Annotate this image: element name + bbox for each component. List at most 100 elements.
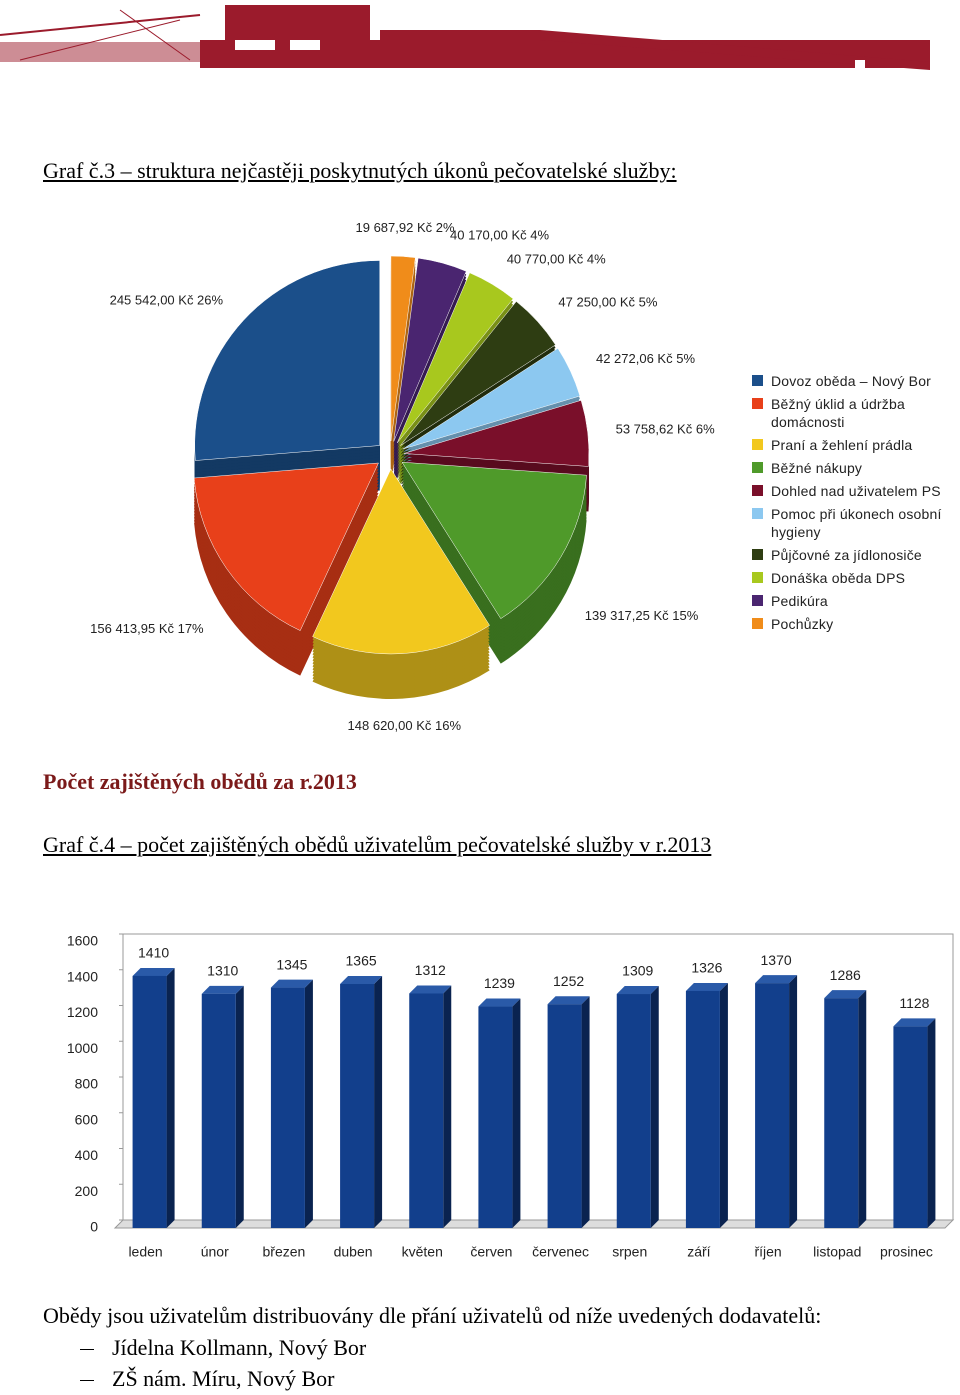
legend-swatch bbox=[752, 508, 763, 519]
legend-item: Donáška oběda DPS bbox=[752, 569, 957, 587]
legend-swatch bbox=[752, 595, 763, 606]
slice bbox=[194, 260, 380, 461]
value-label: 245 542,00 Kč 26% bbox=[110, 293, 224, 308]
value-label: 148 620,00 Kč 16% bbox=[348, 718, 462, 733]
bar bbox=[270, 987, 305, 1228]
paragraph: Obědy jsou uživatelům distribuovány dle … bbox=[43, 1303, 822, 1328]
value-label: 40 770,00 Kč 4% bbox=[507, 252, 606, 267]
legend-item: Dohled nad uživatelem PS bbox=[752, 482, 957, 500]
x-tick-label: září bbox=[687, 1244, 710, 1260]
slice bbox=[403, 400, 590, 467]
header-banner bbox=[0, 5, 930, 70]
value-label: 1128 bbox=[899, 995, 929, 1011]
x-tick-label: říjen bbox=[754, 1244, 781, 1260]
value-label: 1410 bbox=[138, 945, 169, 961]
bar bbox=[478, 1006, 513, 1228]
bar-top bbox=[270, 979, 313, 988]
bar bbox=[685, 990, 720, 1228]
bar bbox=[409, 993, 444, 1228]
value-label: 156 413,95 Kč 17% bbox=[90, 621, 204, 636]
y-tick-label: 600 bbox=[75, 1111, 99, 1127]
legend-swatch bbox=[752, 375, 763, 386]
graph4-caption: Graf č.4 – počet zajištěných obědů uživa… bbox=[43, 832, 712, 857]
bar-top bbox=[824, 990, 867, 999]
list-dash bbox=[80, 1380, 94, 1381]
section-heading: Počet zajištěných obědů za r.2013 bbox=[43, 769, 357, 794]
floor bbox=[113, 1219, 955, 1229]
bar-top bbox=[409, 985, 452, 994]
bar bbox=[201, 993, 236, 1228]
bar bbox=[340, 984, 375, 1228]
value-label: 40 170,00 Kč 4% bbox=[450, 228, 549, 243]
bar-top bbox=[893, 1018, 936, 1027]
legend-label: Praní a žehlení prádla bbox=[771, 437, 913, 453]
legend-item: Pochůzky bbox=[752, 615, 957, 633]
value-label: 1312 bbox=[415, 962, 446, 978]
slice bbox=[402, 348, 581, 450]
value-label: 47 250,00 Kč 5% bbox=[558, 294, 657, 309]
legend-label: Pochůzky bbox=[771, 616, 834, 632]
y-tick-label: 400 bbox=[75, 1147, 99, 1163]
legend-swatch bbox=[752, 549, 763, 560]
slice bbox=[400, 301, 556, 446]
legend-swatch bbox=[752, 398, 763, 409]
legend-label: Pomoc při úkonech osobní hygieny bbox=[771, 506, 942, 540]
bar-side bbox=[650, 986, 659, 1228]
bar bbox=[616, 994, 651, 1228]
list-item: Jídelna Kollmann, Nový Bor bbox=[112, 1335, 367, 1360]
y-tick-label: 800 bbox=[75, 1076, 99, 1092]
slice bbox=[312, 468, 490, 655]
value-label: 42 272,06 Kč 5% bbox=[596, 351, 695, 366]
value-label: 1370 bbox=[761, 952, 792, 968]
bar-top bbox=[201, 985, 244, 994]
value-label: 1286 bbox=[830, 967, 861, 983]
x-tick-label: únor bbox=[201, 1244, 229, 1260]
y-tick-label: 1600 bbox=[67, 933, 98, 949]
bar bbox=[893, 1026, 928, 1228]
bar-top bbox=[547, 996, 590, 1005]
x-tick-label: březen bbox=[263, 1244, 306, 1260]
legend-label: Běžný úklid a údržba domácnosti bbox=[771, 396, 905, 430]
legend-label: Dohled nad uživatelem PS bbox=[771, 483, 941, 499]
graph3-caption: Graf č.3 – struktura nejčastěji poskytnu… bbox=[43, 158, 677, 183]
bar-side bbox=[719, 982, 728, 1228]
bar-top bbox=[478, 998, 521, 1007]
x-tick-label: prosinec bbox=[880, 1244, 933, 1260]
slice bbox=[390, 255, 416, 442]
legend-swatch bbox=[752, 485, 763, 496]
legend-item: Praní a žehlení prádla bbox=[752, 436, 957, 454]
y-tick-label: 1200 bbox=[67, 1004, 98, 1020]
bar bbox=[132, 975, 167, 1228]
bar-side bbox=[789, 975, 798, 1228]
bar-top bbox=[755, 975, 798, 984]
slice bbox=[193, 462, 379, 631]
bar-side bbox=[443, 985, 452, 1228]
bar-top bbox=[616, 986, 659, 995]
legend-item: Pedikúra bbox=[752, 592, 957, 610]
y-tick-label: 0 bbox=[90, 1219, 98, 1235]
x-tick-label: duben bbox=[334, 1244, 373, 1260]
bar-top bbox=[685, 982, 728, 991]
legend-item: Pomoc při úkonech osobní hygieny bbox=[752, 505, 957, 541]
bar-side bbox=[304, 979, 313, 1228]
value-label: 1252 bbox=[553, 973, 584, 989]
y-tick-label: 1000 bbox=[67, 1040, 98, 1056]
value-label: 1345 bbox=[276, 956, 307, 972]
x-tick-label: leden bbox=[128, 1244, 162, 1260]
bar bbox=[824, 998, 859, 1228]
x-tick-label: červen bbox=[470, 1244, 512, 1260]
slice bbox=[396, 272, 514, 444]
x-tick-label: listopad bbox=[813, 1244, 861, 1260]
bar bbox=[547, 1004, 582, 1228]
list-item: ZŠ nám. Míru, Nový Bor bbox=[112, 1366, 335, 1391]
x-tick-label: květen bbox=[402, 1244, 443, 1260]
bar bbox=[755, 983, 790, 1228]
slice bbox=[401, 461, 587, 619]
value-label: 1326 bbox=[691, 960, 722, 976]
bar-top bbox=[340, 976, 383, 985]
value-label: 1309 bbox=[622, 963, 653, 979]
bar-side bbox=[581, 996, 590, 1228]
x-tick-label: srpen bbox=[612, 1244, 647, 1260]
legend-item: Půjčovné za jídlonosiče bbox=[752, 546, 957, 564]
bar-side bbox=[927, 1018, 936, 1228]
